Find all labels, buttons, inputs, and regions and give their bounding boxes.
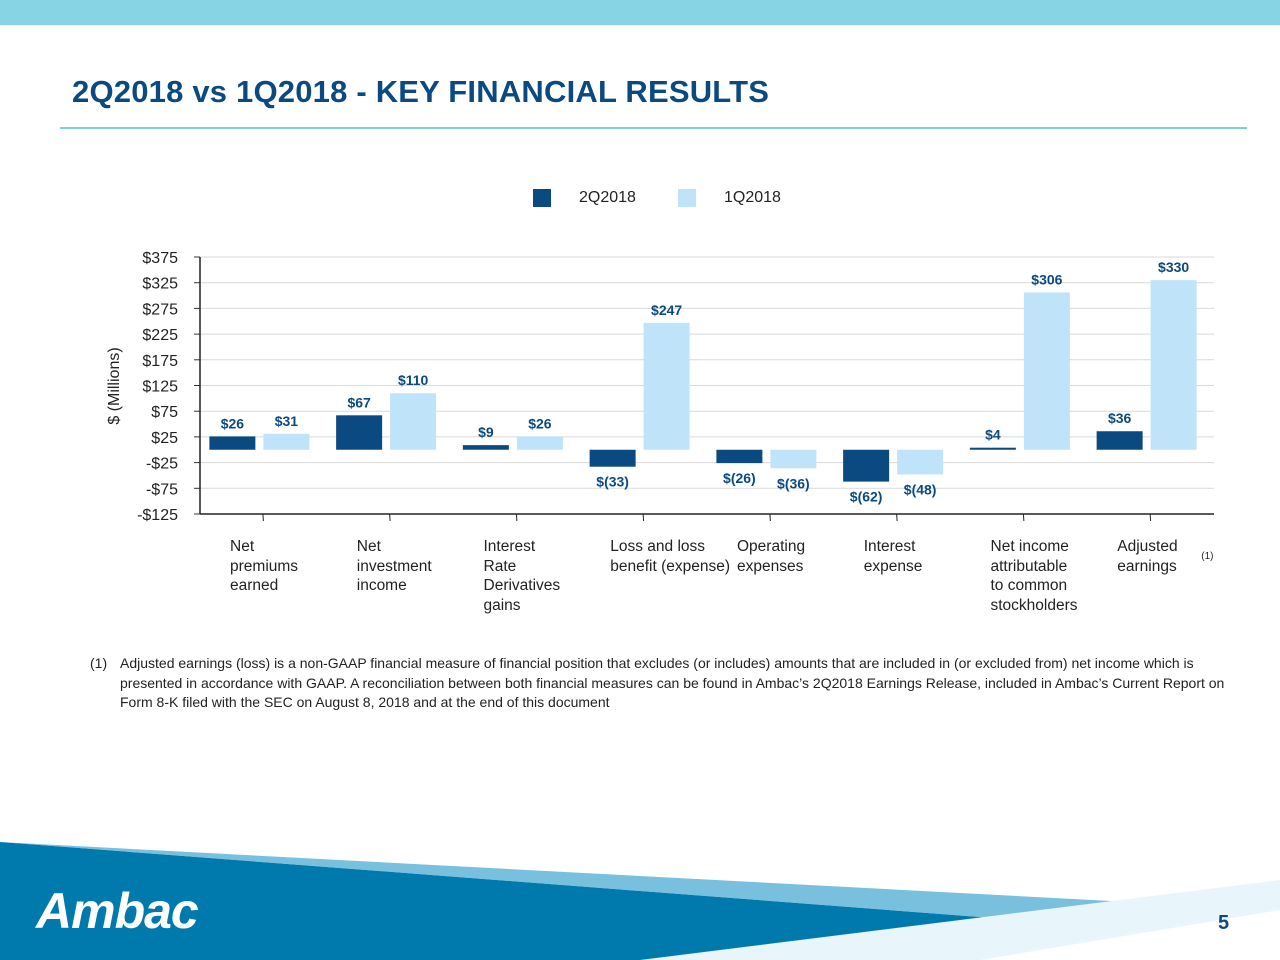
bar-2q2018-3	[589, 449, 636, 467]
y-tick-label: $275	[142, 301, 178, 318]
chart-legend: 2Q2018 1Q2018	[0, 189, 1280, 213]
x-category-label: Loss and loss benefit (expense)	[610, 538, 731, 575]
x-category-label: Interest expense	[863, 538, 923, 575]
legend-label-1q2018: 1Q2018	[724, 189, 781, 206]
data-label: $26	[221, 415, 245, 431]
bar-1q2018-5	[897, 449, 944, 475]
x-tick	[896, 513, 898, 522]
y-tick-label: -$125	[137, 507, 178, 524]
data-label: $36	[1108, 410, 1132, 426]
x-tick	[515, 513, 518, 522]
page-title: 2Q2018 vs 1Q2018 - KEY FINANCIAL RESULTS	[72, 74, 770, 109]
legend-swatch-2q2018	[533, 189, 551, 207]
data-label: $(36)	[777, 475, 810, 491]
data-label: $(62)	[850, 489, 883, 505]
x-category-label: Operating expenses	[737, 538, 806, 575]
bar-1q2018-4	[770, 449, 817, 469]
data-label: $(33)	[596, 474, 629, 490]
bar-1q2018-0	[263, 433, 310, 450]
legend-swatch-1q2018	[678, 189, 696, 207]
ambac-logo: Ambac	[36, 883, 199, 939]
y-tick-label: $325	[142, 276, 178, 293]
bar-2q2018-4	[716, 449, 763, 464]
bar-2q2018-1	[336, 415, 383, 450]
y-tick-label: $25	[151, 430, 178, 447]
y-tick-label: -$25	[146, 456, 178, 473]
data-label: $330	[1158, 259, 1189, 275]
data-label: $247	[651, 302, 682, 318]
footnote-marker: (1)	[90, 655, 108, 671]
data-label: $306	[1031, 271, 1062, 287]
bar-1q2018-1	[390, 393, 437, 450]
x-tick	[642, 513, 645, 522]
data-label: $(48)	[904, 481, 937, 497]
y-tick-label: $225	[142, 327, 178, 344]
x-tick	[389, 513, 391, 522]
x-tick	[769, 513, 771, 522]
y-tick-label: $175	[142, 353, 178, 370]
footnote-text: Adjusted earnings (loss) is a non-GAAP f…	[120, 655, 1225, 710]
title-divider	[60, 127, 1247, 129]
bar-1q2018-6	[1023, 292, 1070, 450]
data-label: $110	[398, 372, 429, 388]
x-tick	[1149, 513, 1152, 522]
legend-item-2q2018: 2Q2018	[533, 189, 636, 207]
data-label: $31	[275, 413, 299, 429]
x-tick	[262, 513, 264, 522]
x-category-label: Net income attributable to common stockh…	[990, 538, 1078, 614]
bar-2q2018-2	[462, 445, 509, 450]
data-label: $67	[347, 394, 371, 410]
bar-2q2018-7	[1096, 431, 1143, 450]
legend-item-1q2018: 1Q2018	[678, 189, 781, 207]
x-tick	[1022, 513, 1025, 522]
x-category-label: Net premiums earned	[230, 538, 299, 594]
data-label: $9	[478, 424, 494, 440]
y-tick-label: $375	[142, 250, 178, 267]
y-tick-label: -$75	[146, 481, 178, 498]
x-category-label: Interest Rate Derivatives gains	[483, 538, 561, 614]
x-category-label: Adjusted earnings	[1117, 538, 1178, 575]
y-tick-label: $125	[142, 379, 178, 396]
bar-1q2018-7	[1150, 280, 1197, 450]
page-number: 5	[1218, 912, 1230, 934]
y-axis-title: $ (Millions)	[106, 347, 123, 424]
bar-1q2018-2	[516, 436, 563, 450]
x-category-label: Net investment income	[356, 538, 432, 594]
data-label: $(26)	[723, 470, 756, 486]
bar-2q2018-6	[969, 447, 1016, 450]
data-label: $26	[528, 415, 552, 431]
legend-label-2q2018: 2Q2018	[579, 189, 636, 206]
y-tick-label: $75	[151, 404, 178, 421]
footnote-reference: (1)	[1201, 551, 1214, 562]
bar-2q2018-0	[209, 436, 256, 450]
data-label: $4	[985, 427, 1001, 443]
bar-1q2018-3	[643, 322, 690, 450]
top-accent-bar	[0, 0, 1280, 25]
footer-band	[0, 842, 1280, 960]
bar-2q2018-5	[843, 449, 890, 482]
